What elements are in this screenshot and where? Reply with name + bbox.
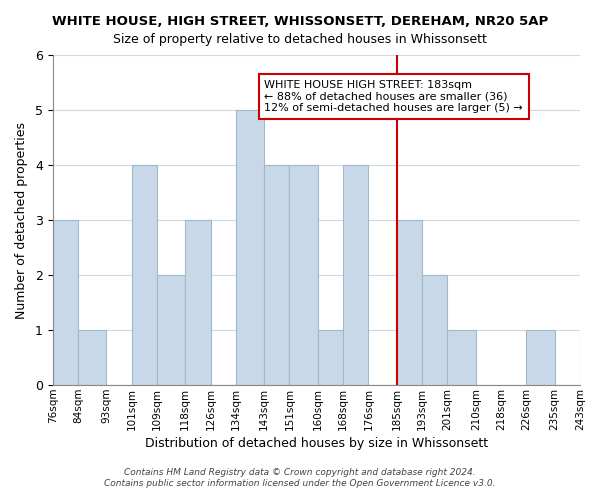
Bar [289, 165, 318, 385]
Text: WHITE HOUSE, HIGH STREET, WHISSONSETT, DEREHAM, NR20 5AP: WHITE HOUSE, HIGH STREET, WHISSONSETT, D… [52, 15, 548, 28]
Text: Contains HM Land Registry data © Crown copyright and database right 2024.
Contai: Contains HM Land Registry data © Crown c… [104, 468, 496, 487]
Bar [318, 330, 343, 385]
Bar [185, 220, 211, 385]
Y-axis label: Number of detached properties: Number of detached properties [15, 122, 28, 318]
Bar [236, 110, 264, 385]
Text: Size of property relative to detached houses in Whissonsett: Size of property relative to detached ho… [113, 32, 487, 46]
Bar [448, 330, 476, 385]
Bar [526, 330, 555, 385]
Bar [53, 220, 78, 385]
Text: WHITE HOUSE HIGH STREET: 183sqm
← 88% of detached houses are smaller (36)
12% of: WHITE HOUSE HIGH STREET: 183sqm ← 88% of… [264, 80, 523, 113]
Bar [131, 165, 157, 385]
X-axis label: Distribution of detached houses by size in Whissonsett: Distribution of detached houses by size … [145, 437, 488, 450]
Bar [422, 275, 448, 385]
Bar [264, 165, 289, 385]
Bar [580, 330, 600, 385]
Bar [343, 165, 368, 385]
Bar [78, 330, 106, 385]
Bar [157, 275, 185, 385]
Bar [397, 220, 422, 385]
